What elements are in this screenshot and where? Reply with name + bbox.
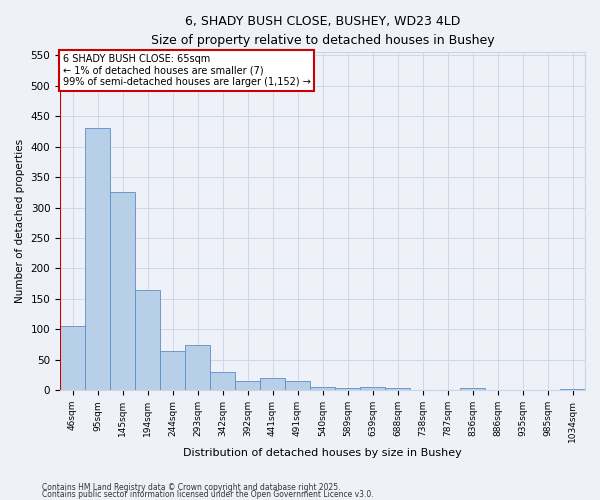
Bar — [335, 388, 360, 390]
Bar — [360, 387, 385, 390]
Bar — [135, 290, 160, 390]
Bar — [85, 128, 110, 390]
Text: Contains HM Land Registry data © Crown copyright and database right 2025.: Contains HM Land Registry data © Crown c… — [42, 484, 341, 492]
Text: Contains public sector information licensed under the Open Government Licence v3: Contains public sector information licen… — [42, 490, 374, 499]
Bar — [60, 326, 85, 390]
Bar — [460, 388, 485, 390]
Bar — [185, 344, 210, 390]
Bar — [110, 192, 135, 390]
Bar — [210, 372, 235, 390]
X-axis label: Distribution of detached houses by size in Bushey: Distribution of detached houses by size … — [183, 448, 462, 458]
Bar — [260, 378, 285, 390]
Bar — [235, 381, 260, 390]
Bar — [285, 381, 310, 390]
Text: 6 SHADY BUSH CLOSE: 65sqm
← 1% of detached houses are smaller (7)
99% of semi-de: 6 SHADY BUSH CLOSE: 65sqm ← 1% of detach… — [62, 54, 311, 87]
Bar — [160, 350, 185, 390]
Bar — [385, 388, 410, 390]
Bar — [310, 387, 335, 390]
Bar — [560, 389, 585, 390]
Y-axis label: Number of detached properties: Number of detached properties — [15, 139, 25, 304]
Title: 6, SHADY BUSH CLOSE, BUSHEY, WD23 4LD
Size of property relative to detached hous: 6, SHADY BUSH CLOSE, BUSHEY, WD23 4LD Si… — [151, 15, 494, 47]
